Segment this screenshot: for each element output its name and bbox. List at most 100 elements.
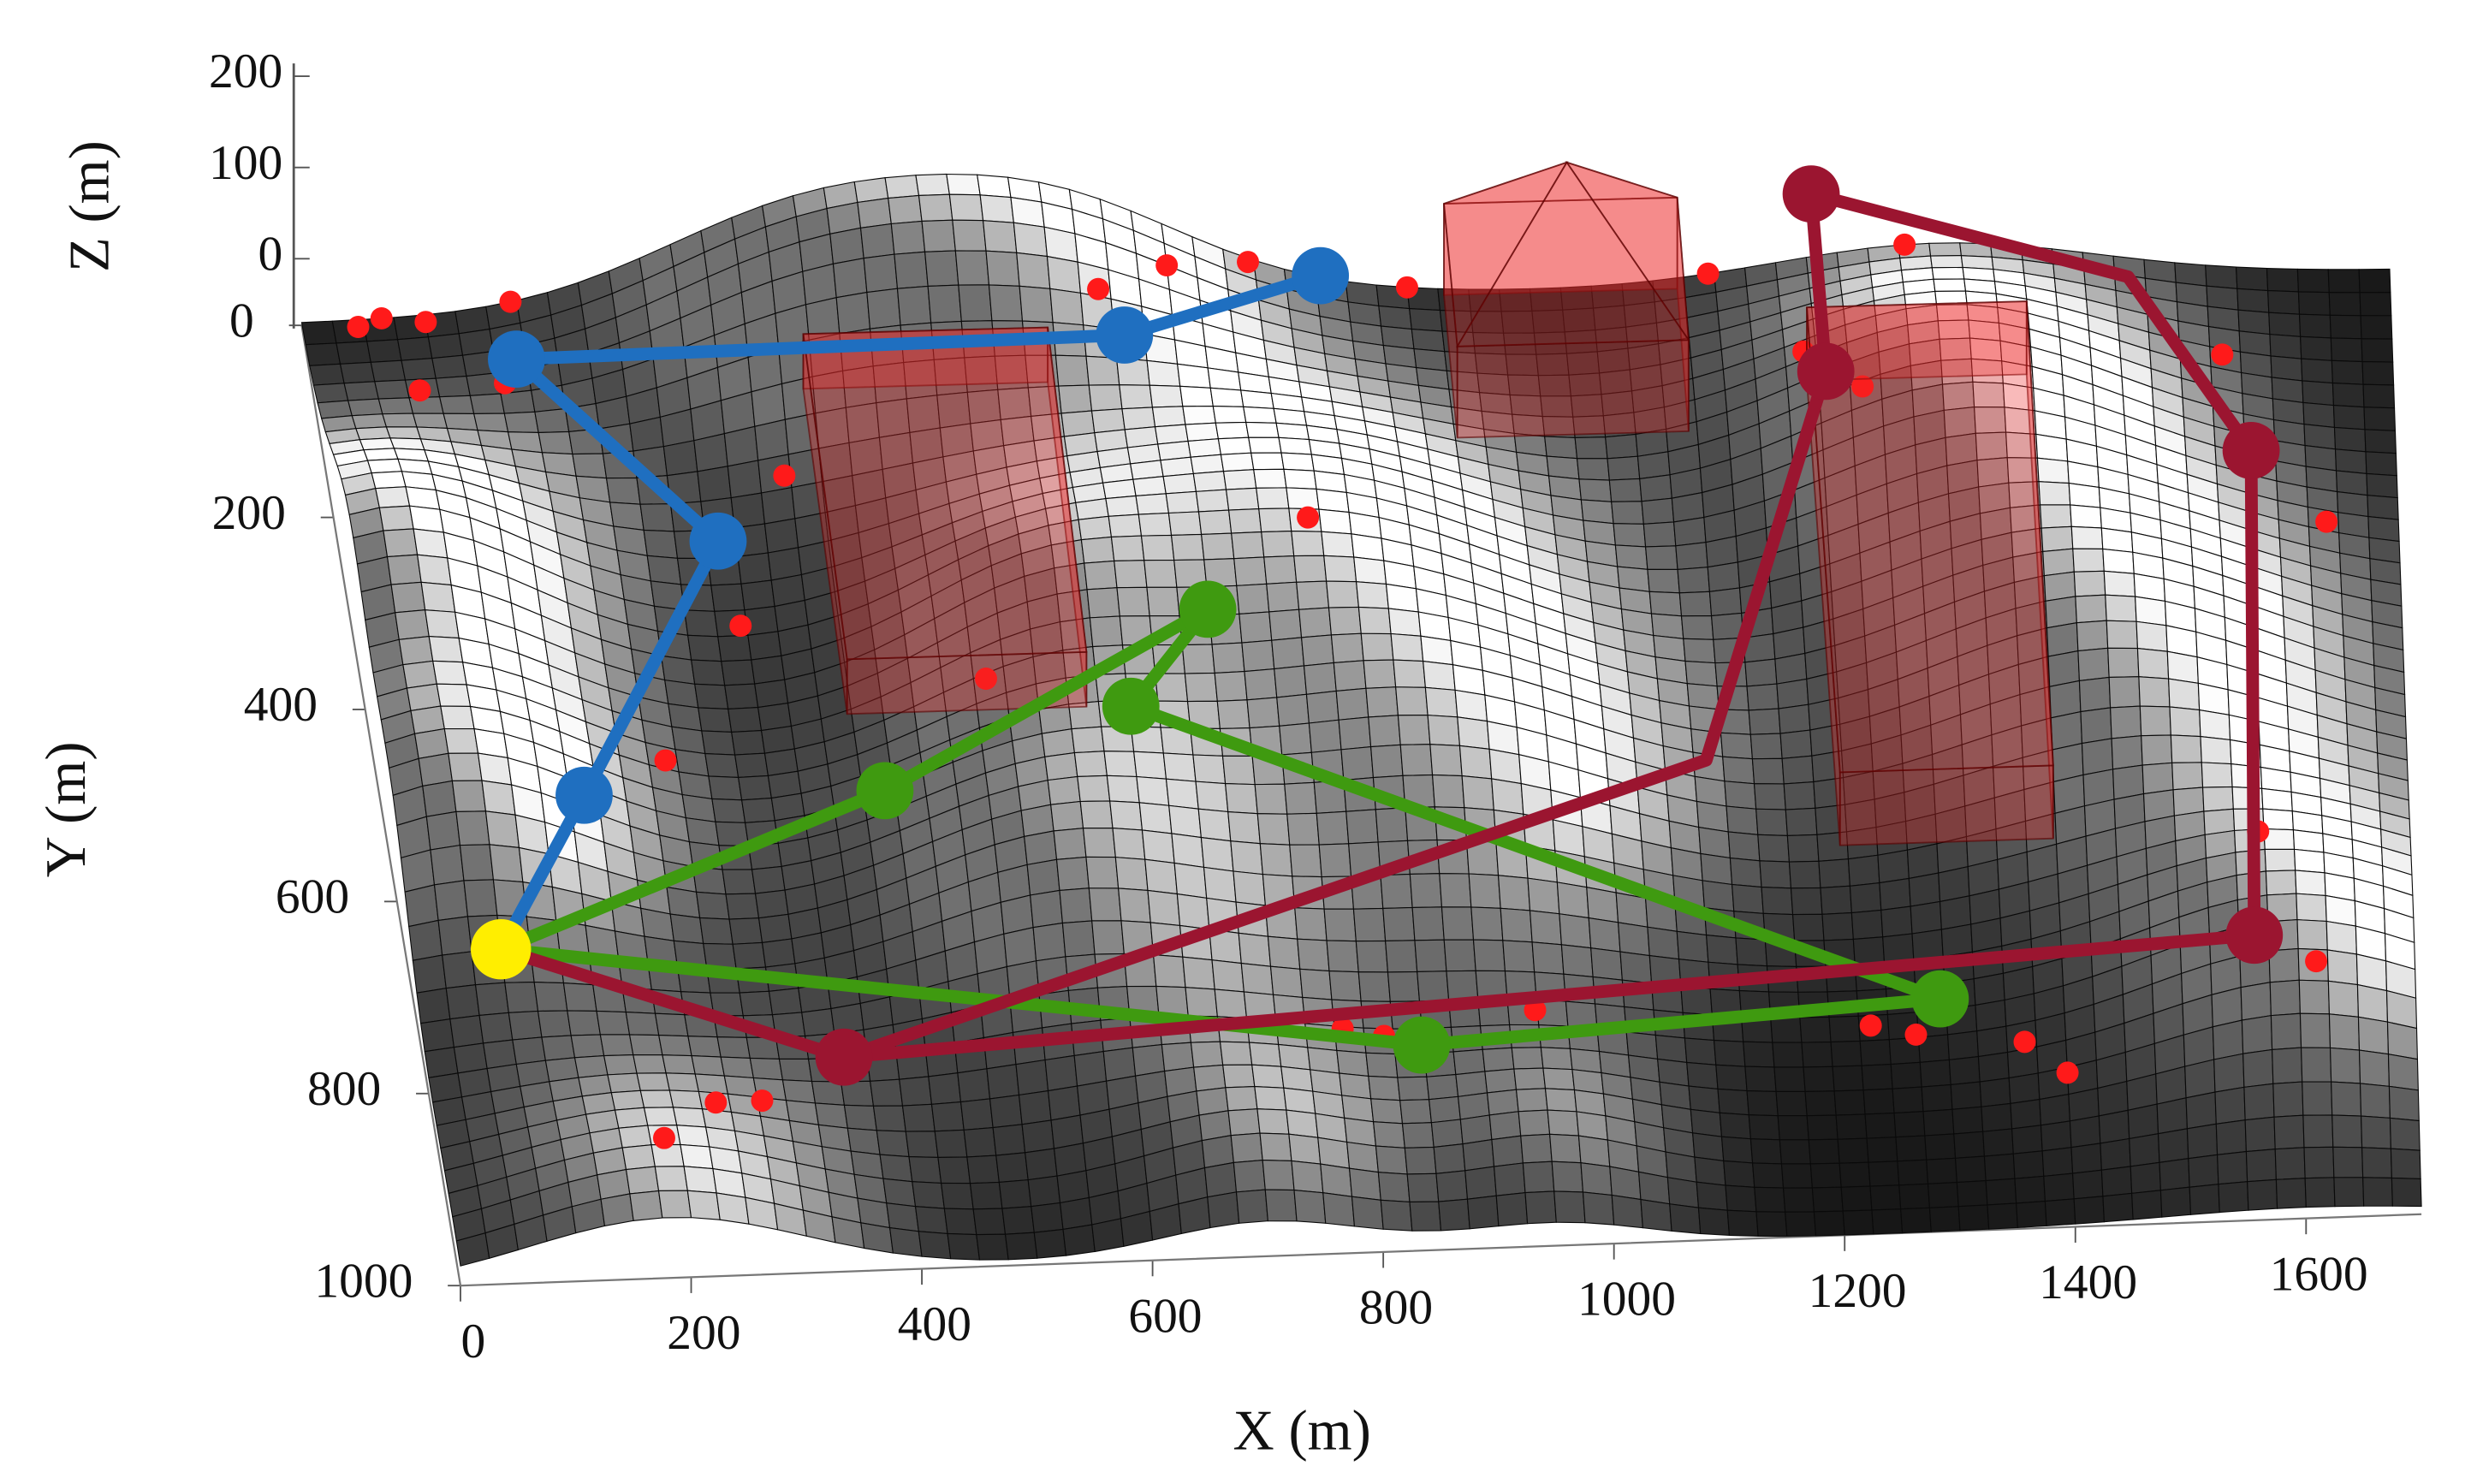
terrain-cell bbox=[347, 398, 383, 417]
terrain-cell bbox=[625, 1012, 660, 1036]
terrain-cell bbox=[1326, 940, 1359, 973]
terrain-cell bbox=[2036, 457, 2070, 484]
terrain-cell bbox=[1330, 632, 1364, 664]
terrain-cell bbox=[1197, 509, 1233, 536]
terrain-cell bbox=[1409, 1201, 1442, 1232]
terrain-cell bbox=[1468, 873, 1501, 909]
terrain-cell bbox=[1520, 1133, 1553, 1164]
terrain-cell bbox=[1697, 1207, 1731, 1237]
terrain-cell bbox=[1294, 907, 1328, 941]
terrain-cell bbox=[1464, 1166, 1497, 1200]
terrain-cell bbox=[1862, 1088, 1895, 1115]
terrain-cell bbox=[1975, 999, 2007, 1032]
terrain-cell bbox=[395, 609, 430, 640]
terrain-cell bbox=[989, 1094, 1023, 1129]
terrain-cell bbox=[1355, 940, 1389, 973]
terrain-cell bbox=[1861, 1063, 1893, 1091]
terrain-cell bbox=[1090, 408, 1126, 434]
terrain-cell bbox=[425, 609, 460, 639]
terrain-cell bbox=[946, 173, 981, 196]
terrain-cell bbox=[1352, 907, 1387, 942]
terrain-cell bbox=[1162, 752, 1197, 782]
terrain-cell bbox=[1317, 1137, 1351, 1169]
terrain-cell bbox=[1423, 660, 1456, 691]
threat-point bbox=[2211, 343, 2234, 366]
terrain-cell bbox=[1044, 1054, 1078, 1092]
terrain-cell bbox=[481, 780, 516, 816]
terrain-cell bbox=[336, 341, 371, 365]
terrain-cell bbox=[512, 1036, 547, 1066]
terrain-cell bbox=[1082, 828, 1116, 858]
terrain-cell bbox=[1406, 1172, 1440, 1203]
terrain-cell bbox=[1018, 1089, 1052, 1125]
waypoint bbox=[1393, 1016, 1451, 1074]
terrain-cell bbox=[343, 381, 380, 401]
terrain-cell bbox=[1776, 678, 1809, 709]
terrain-cell bbox=[2135, 596, 2167, 626]
terrain-cell bbox=[1458, 745, 1493, 780]
terrain-cell bbox=[1308, 719, 1342, 753]
terrain-cell bbox=[412, 954, 447, 994]
terrain-cell bbox=[1414, 939, 1447, 973]
terrain-cell bbox=[2218, 1181, 2249, 1214]
terrain-cell bbox=[724, 683, 759, 709]
terrain-cell bbox=[2166, 650, 2199, 684]
terrain-cell bbox=[600, 1193, 634, 1227]
terrain-cell bbox=[1222, 1064, 1256, 1089]
terrain-cell bbox=[1165, 490, 1200, 514]
terrain-cell bbox=[1919, 1059, 1951, 1088]
terrain-cell bbox=[2366, 472, 2398, 499]
terrain-cell bbox=[1893, 1111, 1926, 1138]
threat-point bbox=[773, 464, 796, 487]
terrain-cell bbox=[732, 941, 767, 970]
terrain-cell bbox=[2268, 312, 2302, 337]
terrain-cell bbox=[1684, 660, 1718, 687]
terrain-cell bbox=[998, 1179, 1032, 1209]
terrain-cell bbox=[2102, 548, 2135, 574]
terrain-cell bbox=[2199, 709, 2231, 741]
threat-point bbox=[1395, 276, 1418, 299]
terrain-cell bbox=[921, 219, 956, 252]
terrain-cell bbox=[1866, 1137, 1898, 1163]
terrain-cell bbox=[2329, 1047, 2361, 1084]
terrain-cell bbox=[1751, 1162, 1785, 1189]
terrain-cell bbox=[2098, 1109, 2130, 1144]
terrain-cell bbox=[610, 1089, 645, 1111]
terrain-cell bbox=[986, 1064, 1020, 1100]
terrain-cell bbox=[1013, 222, 1048, 258]
terrain-cell bbox=[1743, 1041, 1775, 1068]
terrain-cell bbox=[440, 705, 475, 730]
terrain-cell bbox=[1954, 1155, 1987, 1184]
terrain-cell bbox=[1791, 913, 1825, 941]
terrain-cell bbox=[2270, 1012, 2302, 1051]
terrain-cell bbox=[737, 552, 772, 585]
terrain-cell bbox=[1269, 965, 1304, 999]
threat-point bbox=[2315, 510, 2338, 533]
terrain-cell bbox=[1605, 433, 1639, 460]
terrain-cell bbox=[1211, 959, 1244, 993]
terrain-cell bbox=[1135, 493, 1170, 515]
terrain-cell bbox=[1365, 686, 1399, 718]
terrain-cell bbox=[937, 1156, 971, 1184]
terrain-cell bbox=[1192, 471, 1227, 492]
terrain-cell bbox=[1417, 971, 1450, 1002]
terrain-cell bbox=[1744, 1066, 1777, 1093]
terrain-cell bbox=[2141, 734, 2173, 766]
terrain-cell bbox=[1084, 560, 1118, 591]
terrain-cell bbox=[2362, 383, 2396, 409]
terrain-cell bbox=[1233, 1159, 1266, 1193]
terrain-cell bbox=[727, 460, 763, 499]
terrain-cell bbox=[401, 358, 437, 381]
terrain-cell bbox=[1983, 1153, 2016, 1182]
terrain-cell bbox=[2040, 1120, 2072, 1152]
terrain-cell bbox=[1614, 544, 1648, 570]
terrain-cell bbox=[1678, 591, 1713, 617]
terrain-cell bbox=[1686, 683, 1720, 710]
terrain-cell bbox=[1293, 1189, 1327, 1224]
terrain-cell bbox=[533, 982, 568, 1012]
waypoint bbox=[856, 762, 914, 820]
terrain-cell bbox=[1411, 328, 1446, 353]
waypoint bbox=[1292, 246, 1350, 305]
terrain-cell bbox=[1333, 660, 1367, 692]
terrain-cell bbox=[1671, 491, 1705, 523]
